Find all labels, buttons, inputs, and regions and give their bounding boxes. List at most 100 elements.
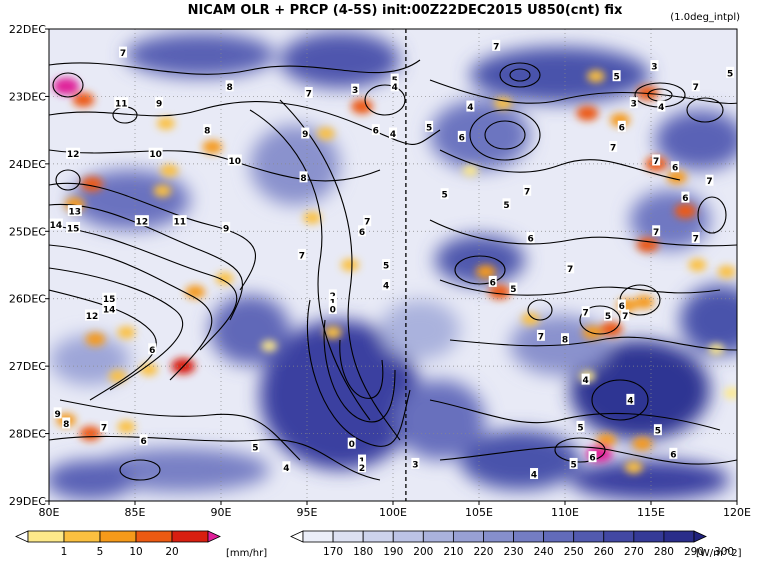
- contour-label: 6: [527, 235, 533, 245]
- contour-label-bg: [588, 451, 597, 463]
- olr-colorbar-tick-label: 220: [473, 546, 493, 558]
- contour-label: 4: [383, 282, 389, 292]
- olr-colorbar-tick-label: 180: [353, 546, 373, 558]
- contour-label: 14: [50, 221, 63, 231]
- contour-label: 9: [302, 130, 308, 140]
- u850-contours: [49, 59, 737, 481]
- contour-label: 7: [693, 235, 699, 245]
- contour-label-bg: [617, 120, 626, 132]
- olr-colorbar: 170 180 190 200 210 220 230 240 250 260 270 280 290 3…: [290, 530, 734, 558]
- contour-label: 5: [655, 427, 661, 437]
- precip-patch: [723, 387, 737, 399]
- precip-patch: [72, 92, 95, 108]
- contour-label-bg: [389, 127, 397, 139]
- contour-label: 7: [493, 42, 499, 52]
- contour-label-bg: [671, 161, 680, 173]
- x-tick-label: 100E: [379, 506, 407, 519]
- contour-label-bg: [390, 80, 399, 92]
- y-axis: 22DEC 23DEC 24DEC 25DEC 26DEC 27DEC 28DEC 29DEC: [9, 23, 49, 508]
- chart-subtitle: (1.0deg_intpl): [670, 12, 740, 23]
- contour-label: 7: [120, 49, 126, 59]
- contour-label: 10: [228, 157, 241, 167]
- precip-colorbar-swatch: [63, 530, 101, 543]
- precip-colorbar-tick-label: 5: [97, 546, 104, 558]
- precip-colorbar-swatch: [207, 530, 221, 543]
- contour-label: 7: [299, 251, 305, 261]
- contour-label: 4: [390, 130, 396, 140]
- contour-label-bg: [347, 437, 356, 449]
- olr-colorbar-swatch: [573, 530, 605, 543]
- precip-patch: [521, 312, 540, 326]
- precip-patch: [582, 325, 603, 340]
- y-tick-label: 25DEC: [9, 225, 46, 238]
- contour-label-bg: [382, 259, 391, 270]
- precip-patch: [85, 332, 106, 346]
- contour-label: 7: [706, 177, 712, 187]
- contour-label: 7: [364, 218, 370, 228]
- precip-patch: [341, 258, 359, 272]
- contour-label: 4: [531, 471, 537, 481]
- contour-label-bg: [85, 309, 99, 321]
- contour-label-bg: [304, 87, 313, 99]
- contour-label-bg: [612, 70, 621, 82]
- contour-label-bg: [502, 198, 511, 210]
- contour-label: 6: [672, 164, 678, 174]
- precip-patch: [488, 284, 511, 300]
- precip-colorbar-tick-label: 1: [61, 546, 68, 558]
- olr-colorbar-tick-label: 300: [714, 546, 734, 558]
- contour-label: 7: [524, 187, 530, 197]
- contour-label-bg: [102, 302, 117, 314]
- contour-label-bg: [566, 262, 575, 274]
- olr-colorbar-swatch: [422, 530, 454, 543]
- contour-label: 7: [538, 332, 544, 342]
- contour-label: 6: [149, 346, 155, 356]
- olr-colorbar-tick-label: 230: [504, 546, 524, 558]
- olr-colorbar-swatch: [663, 530, 695, 543]
- precip-patch: [153, 184, 172, 198]
- contour-label-bg: [691, 232, 700, 244]
- precip-patch: [351, 99, 374, 114]
- contour-label: 7: [610, 144, 616, 154]
- contour-label-bg: [523, 184, 532, 196]
- contour-label: 5: [577, 423, 583, 433]
- olr-colorbar-tick-label: 250: [564, 546, 584, 558]
- contour-label: 5: [727, 69, 733, 79]
- precip-patch: [600, 321, 623, 337]
- x-tick-label: 110E: [551, 506, 579, 519]
- contour-label: 7: [653, 157, 659, 167]
- precip-patch: [596, 433, 617, 448]
- precip-patch: [117, 420, 136, 434]
- precip-patch: [576, 105, 599, 121]
- contour-label-bg: [492, 39, 501, 51]
- precip-patch: [108, 370, 127, 383]
- contour-label: 6: [459, 133, 465, 143]
- olr-shading: [49, 32, 737, 500]
- contour-label-bg: [100, 420, 109, 432]
- olr-colorbar-tick-label: 290: [684, 546, 704, 558]
- contour-label: 9: [54, 410, 60, 420]
- contour-label: 5: [383, 262, 389, 272]
- contour-label-bg: [114, 97, 129, 109]
- precip-patch: [666, 170, 687, 185]
- contour-label: 6: [619, 302, 625, 312]
- contour-label-bg: [328, 289, 337, 301]
- precip-patch: [261, 340, 278, 352]
- contour-label-bg: [172, 215, 187, 227]
- grid-lines: [49, 29, 737, 501]
- y-tick-label: 22DEC: [9, 23, 46, 36]
- contour-label: 9: [223, 224, 229, 234]
- contour-label-bg: [626, 393, 635, 405]
- contour-label: 12: [86, 312, 99, 322]
- precip-patch: [53, 77, 80, 95]
- olr-colorbar-swatch: [543, 530, 575, 543]
- precip-patch: [717, 265, 736, 278]
- contour-label-bg: [390, 73, 399, 85]
- y-tick-label: 27DEC: [9, 360, 46, 373]
- olr-colorbar-tick-label: 190: [383, 546, 403, 558]
- contour-label-bg: [629, 97, 638, 109]
- contour-label-bg: [53, 407, 62, 419]
- olr-colorbar-tick-label: 260: [594, 546, 614, 558]
- contour-label-bg: [328, 302, 337, 314]
- precip-patch: [475, 264, 496, 279]
